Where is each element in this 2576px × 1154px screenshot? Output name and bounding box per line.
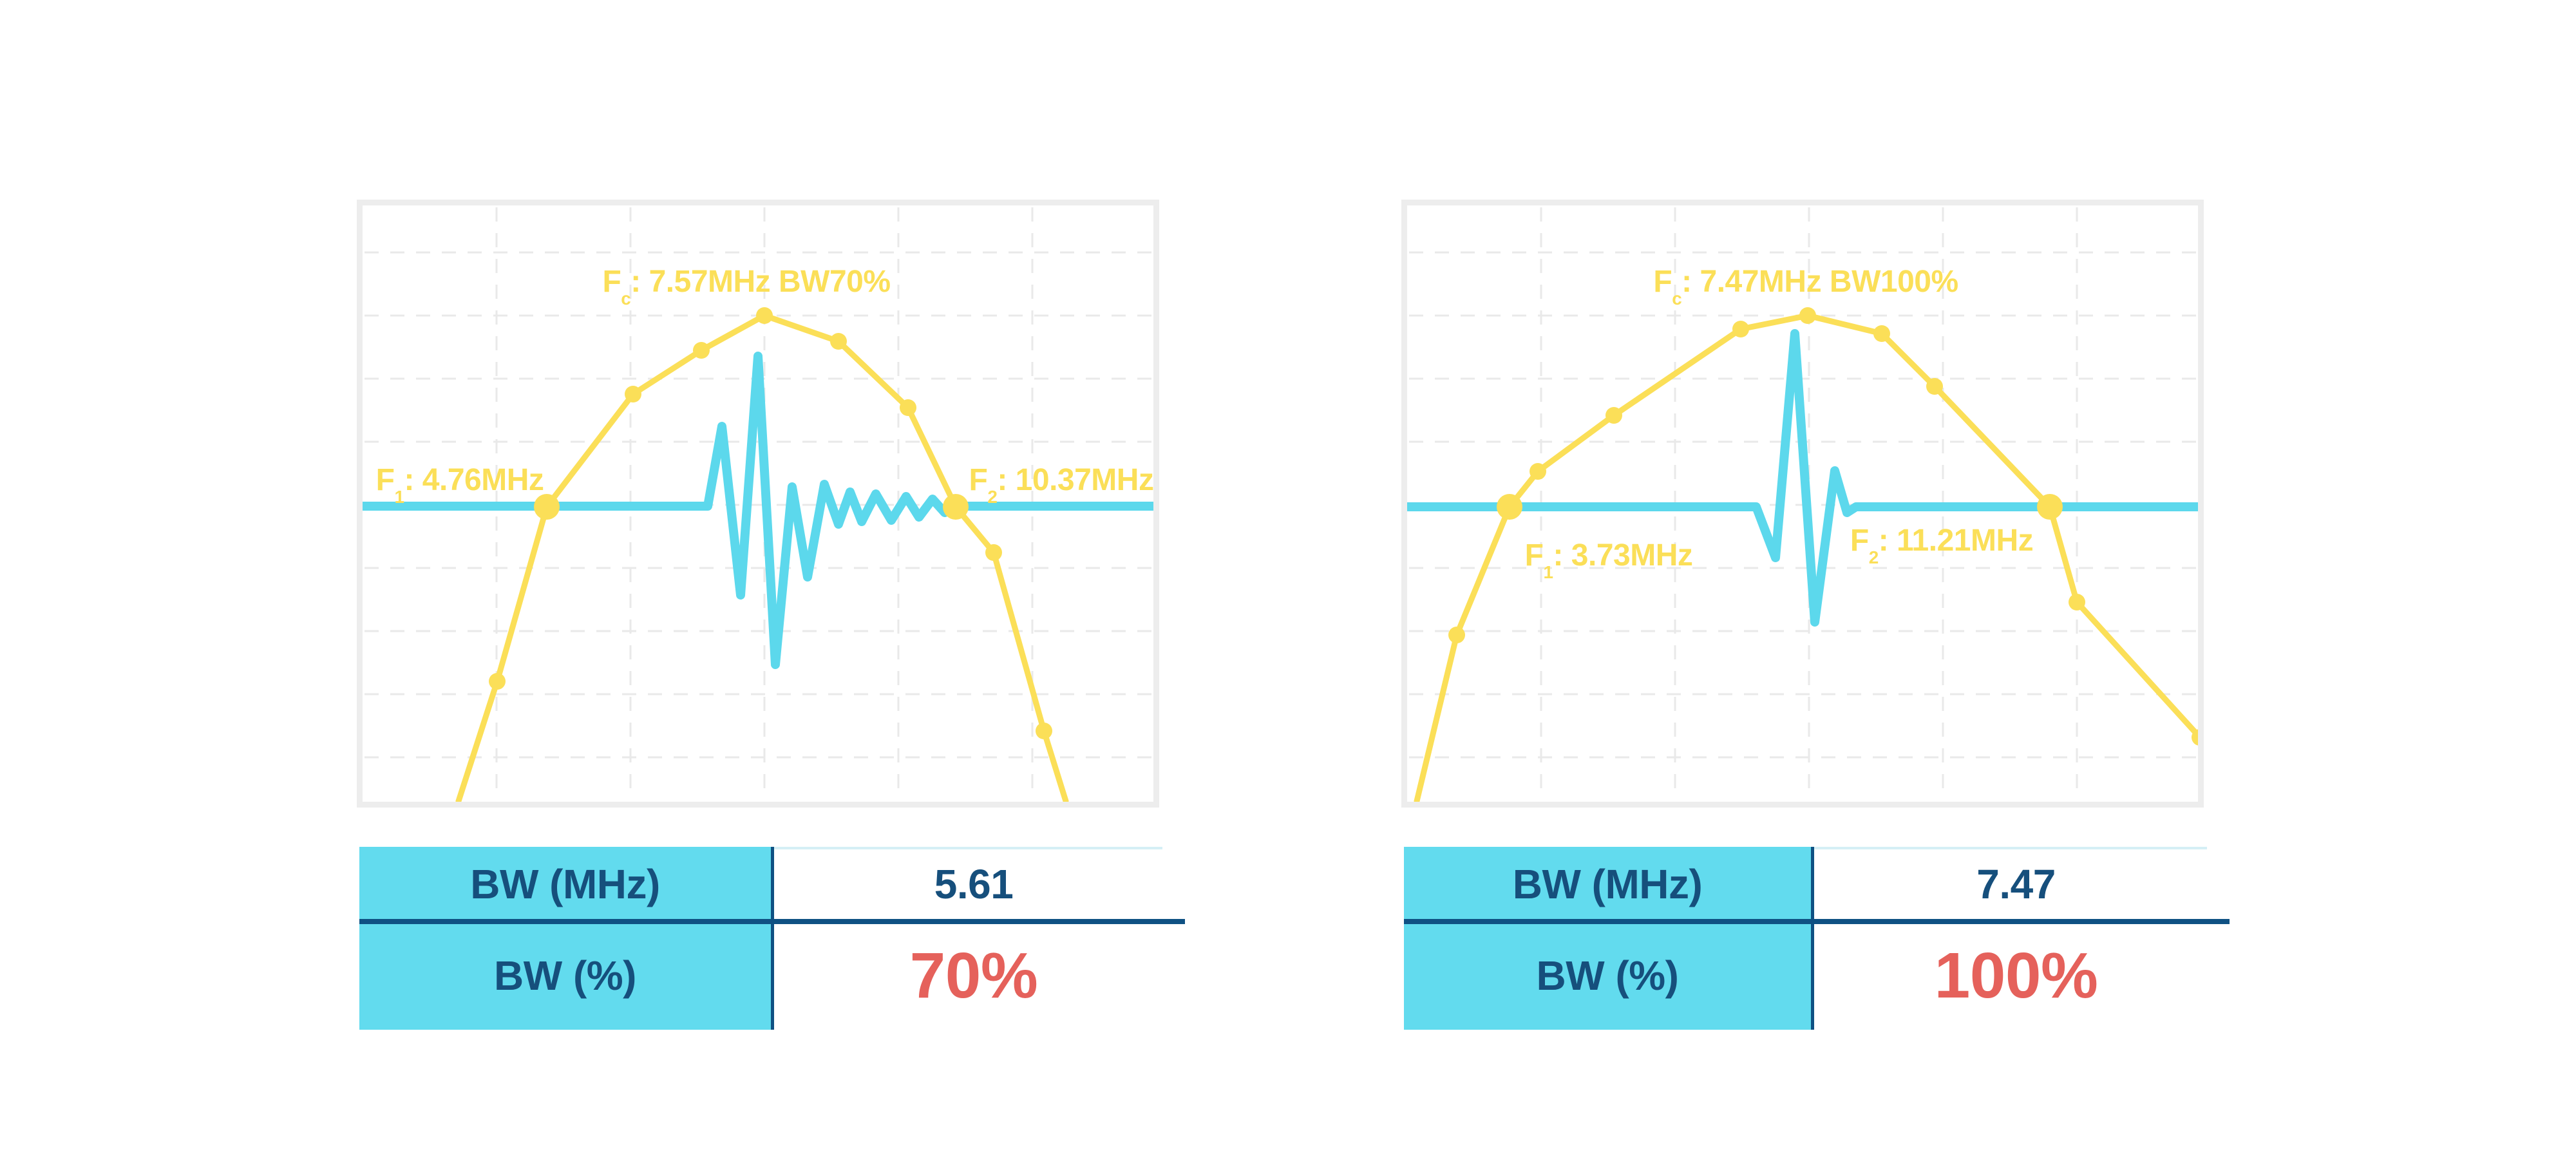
bw-mhz-value: 5.61: [934, 860, 1014, 907]
table-value-column: 7.47 100%: [1814, 847, 2218, 1030]
spectrum-pulse-chart-left: [357, 200, 1159, 808]
table-mid-rule: [1404, 919, 2230, 924]
fc-annotation-left: Fc: 7.57MHz BW70%: [602, 265, 891, 308]
table-column-divider: [1811, 847, 1814, 1030]
table-label-column: BW (MHz) BW (%): [359, 847, 771, 1030]
fc-annotation-right: Fc: 7.47MHz BW100%: [1653, 265, 1958, 308]
bw-pct-label: BW (%): [1536, 952, 1679, 999]
table-column-divider: [771, 847, 774, 1030]
bw-mhz-label: BW (MHz): [470, 860, 660, 907]
bw-table-right: BW (MHz) BW (%) 7.47 100%: [1404, 847, 2230, 1030]
spectrum-pulse-chart-right: [1401, 200, 2204, 808]
f1-annotation-left: F1: 4.76MHz: [375, 463, 544, 507]
bw-pct-value: 100%: [1934, 939, 2098, 1012]
table-label-column: BW (MHz) BW (%): [1404, 847, 1811, 1030]
f1-subscript: 1: [394, 486, 404, 507]
f2-annotation-left: F2: 10.37MHz: [969, 463, 1154, 507]
f1-subscript: 1: [1543, 562, 1553, 582]
bw-mhz-value: 7.47: [1976, 860, 2056, 907]
chart-right: Fc: 7.47MHz BW100% F1: 3.73MHz F2: 11.21…: [1401, 200, 2204, 808]
chart-left: Fc: 7.57MHz BW70% F1: 4.76MHz F2: 10.37M…: [357, 200, 1159, 808]
fc-subscript: c: [1672, 288, 1682, 308]
f2-subscript: 2: [1868, 547, 1879, 567]
table-value-column: 5.61 70%: [774, 847, 1173, 1030]
f2-annotation-right: F2: 11.21MHz: [1850, 524, 2034, 567]
f1-annotation-right: F1: 3.73MHz: [1524, 538, 1693, 582]
f2-subscript: 2: [987, 486, 998, 507]
bw-pct-value: 70%: [909, 939, 1038, 1012]
bw-pct-label: BW (%): [494, 952, 636, 999]
bw-mhz-label: BW (MHz): [1512, 860, 1703, 907]
fc-subscript: c: [621, 288, 631, 308]
bw-table-left: BW (MHz) BW (%) 5.61 70%: [359, 847, 1185, 1030]
